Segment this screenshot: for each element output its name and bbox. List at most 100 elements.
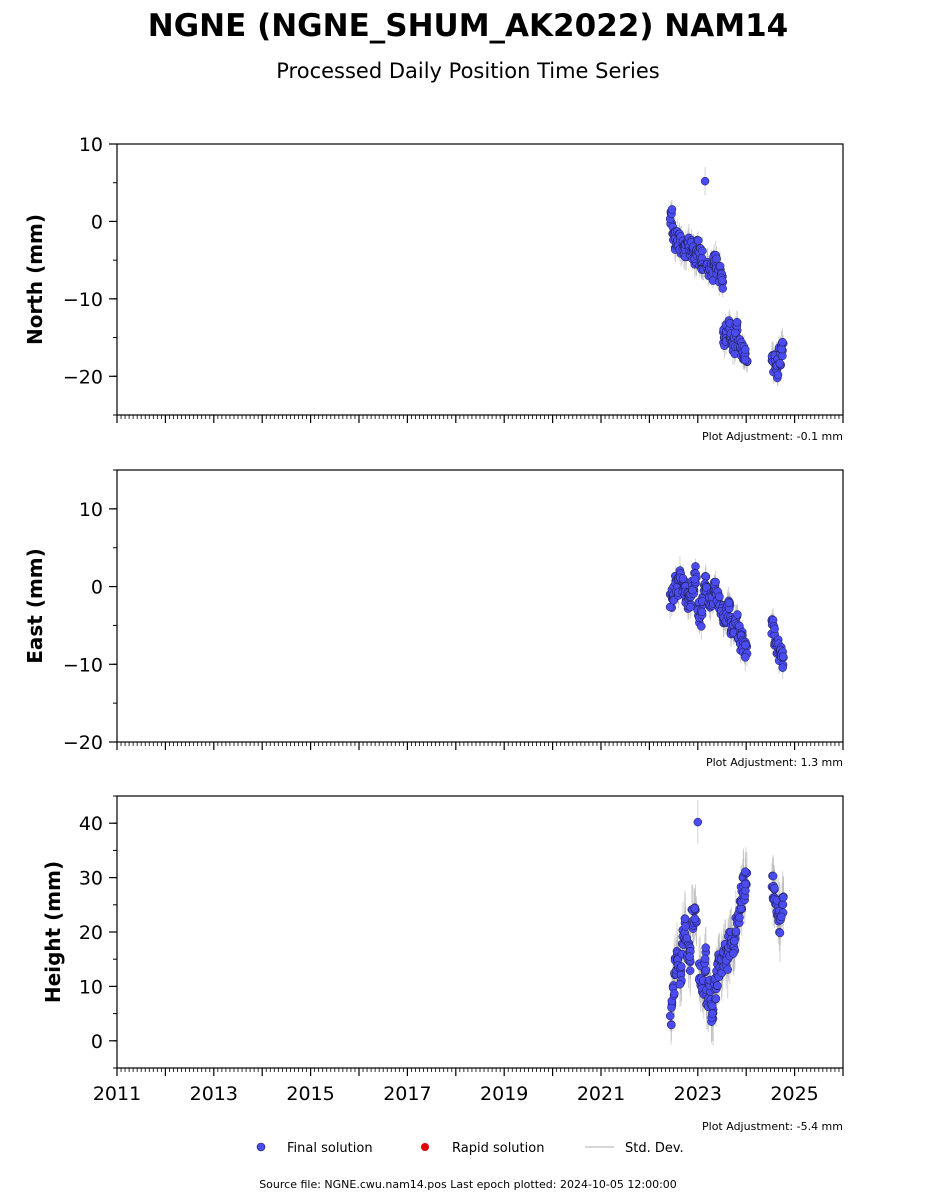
data-point — [715, 261, 725, 271]
data-point — [708, 1009, 717, 1018]
x-tick-label: 2019 — [480, 1083, 528, 1105]
data-point — [715, 592, 724, 602]
data-point — [711, 994, 721, 1003]
data-point — [681, 922, 690, 931]
legend-stddev-label: Std. Dev. — [625, 1141, 684, 1156]
data-point — [700, 954, 710, 964]
x-tick-label: 2017 — [383, 1083, 431, 1105]
data-point — [701, 965, 711, 975]
y-tick-label: −10 — [63, 289, 103, 311]
plot-frame — [116, 143, 844, 416]
data-point — [698, 246, 707, 256]
data-point — [690, 904, 699, 913]
data-point — [680, 914, 690, 924]
data-point — [732, 317, 742, 327]
data-point — [773, 370, 783, 380]
data-point — [682, 933, 692, 943]
data-point — [768, 871, 778, 881]
x-tick-label: 2023 — [674, 1083, 722, 1105]
panel-north: 10 0 −10 −20 North (mm) Plot Adjustment: -0.1… — [23, 134, 844, 443]
data-point — [665, 1011, 675, 1021]
data-point — [741, 345, 750, 354]
figure-subtitle: Processed Daily Position Time Series — [276, 59, 660, 83]
plot-adjustment-note: Plot Adjustment: 1.3 mm — [706, 756, 843, 769]
data-point — [667, 205, 677, 214]
y-tick-label: 0 — [91, 577, 103, 599]
data-point — [775, 928, 785, 938]
data-point — [675, 980, 685, 989]
plot-adjustment-note: Plot Adjustment: -5.4 mm — [702, 1120, 843, 1133]
panel-east: 10 0 −10 −20 East (mm) Plot Adjustment: 1.3 m… — [23, 469, 844, 769]
data-point — [700, 176, 710, 186]
data-point — [686, 602, 695, 612]
data-point — [741, 879, 750, 889]
data-point — [701, 572, 711, 581]
data-point — [741, 653, 750, 662]
figure-title: NGNE (NGNE_SHUM_AK2022) NAM14 — [148, 8, 788, 44]
data-point — [735, 913, 744, 922]
data-points — [665, 562, 788, 672]
data-point — [665, 602, 675, 612]
y-tick-label: 30 — [79, 868, 103, 890]
data-point — [740, 355, 750, 365]
y-tick-label: 0 — [91, 1031, 103, 1053]
data-point — [723, 965, 732, 974]
data-point — [690, 914, 700, 924]
data-point — [731, 927, 741, 936]
panel-height: 40 30 20 10 0 2011 2013 2015 2017 2019 2021 2023 202… — [41, 795, 844, 1133]
y-tick-label: 20 — [79, 922, 103, 944]
y-tick-label: 0 — [91, 211, 103, 233]
data-point — [778, 652, 788, 661]
x-tick-label: 2011 — [93, 1083, 141, 1105]
data-point — [770, 624, 779, 634]
data-point — [733, 610, 742, 619]
y-tick-label: 10 — [79, 134, 103, 156]
data-point — [690, 574, 700, 584]
data-point — [770, 884, 779, 893]
data-point — [667, 1020, 676, 1030]
data-point — [741, 640, 750, 650]
legend-rapid-label: Rapid solution — [452, 1141, 544, 1156]
y-axis-label: Height (mm) — [41, 861, 65, 1003]
data-point — [778, 337, 787, 347]
x-tick-label: 2013 — [190, 1083, 238, 1105]
x-tick-label: 2021 — [577, 1083, 625, 1105]
data-point — [777, 912, 786, 922]
data-points — [665, 176, 788, 383]
data-point — [741, 867, 750, 876]
data-point — [718, 284, 727, 293]
data-point — [685, 952, 694, 961]
y-tick-label: 40 — [79, 813, 103, 835]
y-tick-label: −10 — [63, 654, 103, 676]
data-point — [694, 236, 703, 245]
panels: 10 0 −10 −20 North (mm) Plot Adjustment: -0.1… — [23, 134, 844, 1133]
data-point — [730, 936, 739, 946]
x-tick-label: 2015 — [286, 1083, 334, 1105]
y-axis-label: North (mm) — [23, 214, 47, 345]
data-point — [713, 981, 722, 990]
legend-final-label: Final solution — [287, 1141, 373, 1156]
data-point — [677, 962, 686, 971]
y-tick-label: −20 — [63, 732, 103, 754]
y-axis-label: East (mm) — [23, 548, 47, 664]
y-tick-label: 10 — [79, 499, 103, 521]
y-tick-label: 10 — [79, 976, 103, 998]
x-tick-label: 2025 — [770, 1083, 818, 1105]
data-point — [701, 943, 711, 952]
y-tick-label: −20 — [63, 366, 103, 388]
plot-adjustment-note: Plot Adjustment: -0.1 mm — [702, 430, 843, 443]
source-footer: Source file: NGNE.cwu.nam14.pos Last epo… — [259, 1178, 677, 1191]
data-point — [717, 276, 727, 285]
data-point — [778, 893, 788, 902]
data-point — [697, 607, 707, 617]
data-point — [670, 989, 679, 998]
legend-final-marker — [256, 1142, 266, 1152]
data-point — [775, 359, 785, 368]
data-point — [685, 966, 695, 975]
data-point — [693, 817, 703, 827]
legend-rapid-marker — [421, 1143, 429, 1151]
data-points — [665, 817, 788, 1030]
legend: Final solution Rapid solution Std. Dev. — [256, 1141, 684, 1156]
data-point — [778, 663, 787, 672]
